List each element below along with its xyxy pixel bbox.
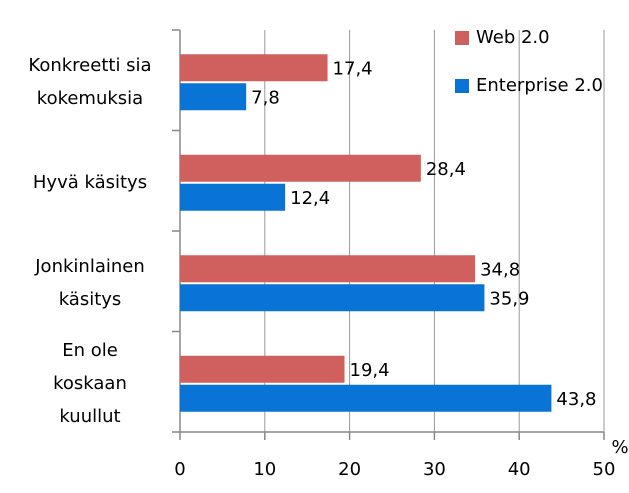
category-line: kokemuksia <box>37 88 143 109</box>
value-label: 7,8 <box>251 87 280 108</box>
x-axis-label: % <box>611 437 628 458</box>
category-label: Jonkinlainen käsitys <box>34 256 145 310</box>
bar <box>180 154 421 182</box>
value-label: 19,4 <box>350 360 390 381</box>
category-line: käsitys <box>59 289 122 310</box>
x-tick-label: 0 <box>174 459 185 480</box>
bar <box>180 255 476 283</box>
x-tick-label: 40 <box>508 459 531 480</box>
category-line: Hyvä käsitys <box>33 172 147 193</box>
bar <box>180 83 247 111</box>
legend-swatch <box>455 31 469 45</box>
bar <box>180 54 328 82</box>
category-line: kuullut <box>59 406 120 427</box>
legend-swatch <box>455 79 469 93</box>
category-label: Konkreetti sia kokemuksia <box>28 55 151 109</box>
category-label: Hyvä käsitys <box>33 172 147 193</box>
bar <box>180 355 345 383</box>
value-label: 35,9 <box>489 288 529 309</box>
value-label: 17,4 <box>333 58 373 79</box>
x-tick-label: 50 <box>593 459 616 480</box>
category-line: Jonkinlainen <box>34 256 145 277</box>
category-label: En ole koskaan kuullut <box>53 340 127 427</box>
bar <box>180 284 485 312</box>
x-tick-label: 10 <box>253 459 276 480</box>
x-tick-label: 20 <box>338 459 361 480</box>
value-label: 12,4 <box>290 188 330 209</box>
bar <box>180 183 286 211</box>
legend-label: Enterprise 2.0 <box>476 75 603 96</box>
category-line: koskaan <box>53 373 127 394</box>
bar <box>180 384 552 412</box>
category-line: Konkreetti sia <box>28 55 151 76</box>
value-label: 34,8 <box>480 259 520 280</box>
x-tick-label: 30 <box>423 459 446 480</box>
value-label: 43,8 <box>556 389 596 410</box>
legend-label: Web 2.0 <box>476 27 550 48</box>
value-label: 28,4 <box>426 159 466 180</box>
category-line: En ole <box>62 340 118 361</box>
